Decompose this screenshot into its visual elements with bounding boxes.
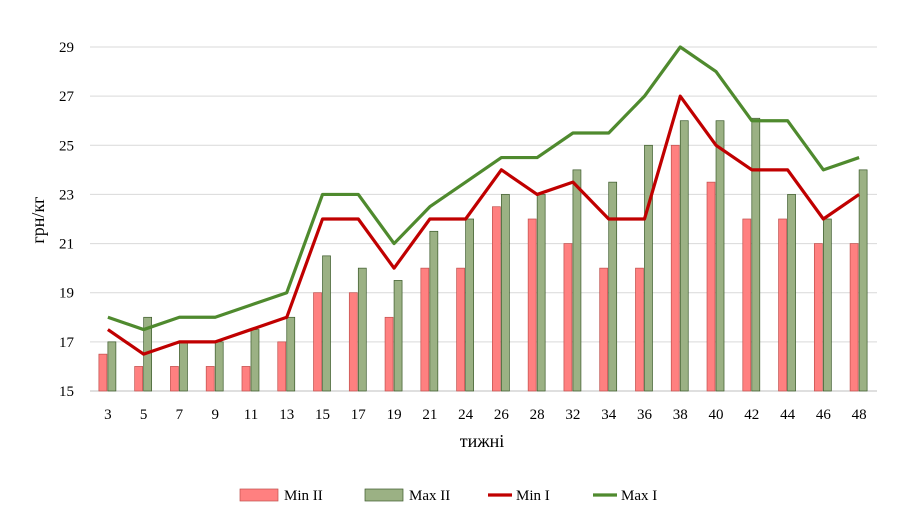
bar-max-ii-3 [107, 341, 117, 392]
bar-min-ii-34 [599, 267, 609, 392]
bar-min-ii-17 [348, 292, 358, 392]
x-tick-label: 13 [279, 407, 294, 423]
bar-min-ii-15 [313, 292, 322, 392]
bars [98, 117, 868, 392]
bar-max-ii-26 [501, 194, 510, 392]
bar-max-ii-28 [536, 194, 546, 392]
y-tick-label: 25 [59, 138, 74, 154]
line-min-i [106, 94, 861, 356]
bar-max-ii-7 [179, 341, 188, 392]
x-tick-label: 40 [709, 407, 724, 423]
bar-max-ii-21 [429, 230, 439, 392]
x-axis-title: тижні [460, 431, 505, 451]
x-tick-label: 42 [744, 407, 759, 423]
y-tick-label: 19 [59, 286, 74, 302]
bar-max-ii-40 [715, 120, 725, 392]
bar-min-ii-13 [277, 341, 287, 392]
x-tick-label: 17 [351, 407, 367, 423]
bar-min-ii-46 [813, 243, 823, 392]
x-tick-label: 19 [387, 407, 402, 423]
x-tick-label: 28 [530, 407, 545, 423]
bar-min-ii-9 [205, 366, 215, 392]
x-tick-label: 5 [140, 407, 148, 423]
bar-max-ii-24 [465, 218, 474, 392]
bar-max-ii-42 [751, 117, 761, 392]
x-tick-label: 26 [494, 407, 510, 423]
x-tick-label: 32 [565, 407, 580, 423]
x-tick-label: 48 [852, 407, 867, 423]
bar-min-ii-5 [134, 366, 144, 392]
y-tick-label: 17 [59, 335, 75, 351]
legend: Min II Max II Min I Max I [239, 488, 657, 504]
bar-max-ii-15 [322, 255, 331, 392]
bar-max-ii-13 [286, 316, 296, 392]
bar-min-ii-21 [420, 267, 430, 392]
bar-max-ii-17 [357, 267, 367, 392]
bar-max-ii-48 [858, 169, 868, 392]
legend-label: Max II [409, 488, 450, 504]
bar-min-ii-7 [170, 366, 179, 392]
bar-min-ii-32 [563, 243, 573, 392]
x-tick-labels: 3 5 7 9 11 13 15 17 19 21 24 26 28 32 34 36 38 40 42 44 46 48 [104, 407, 866, 423]
x-tick-label: 15 [315, 407, 330, 423]
y-tick-label: 15 [59, 384, 74, 400]
bar-max-ii-38 [679, 120, 689, 392]
legend-label: Max I [621, 488, 657, 504]
x-tick-label: 46 [816, 407, 832, 423]
y-tick-label: 21 [59, 237, 74, 253]
bar-max-ii-46 [822, 218, 832, 392]
y-tick-label: 29 [59, 40, 74, 56]
y-tick-labels: 15 17 19 21 23 25 27 29 [59, 40, 75, 400]
legend-swatch [239, 488, 279, 502]
bar-max-ii-11 [250, 329, 260, 392]
bar-min-ii-28 [527, 218, 537, 392]
legend-label: Min I [516, 488, 550, 504]
bar-min-ii-40 [706, 181, 716, 392]
bar-min-ii-42 [742, 218, 752, 392]
bar-min-ii-3 [98, 353, 108, 392]
x-tick-label: 11 [244, 407, 258, 423]
bar-min-ii-11 [241, 366, 251, 392]
lines [106, 45, 861, 356]
x-tick-label: 38 [673, 407, 688, 423]
bar-min-ii-26 [492, 206, 501, 392]
y-tick-label: 27 [59, 89, 75, 105]
x-tick-label: 24 [458, 407, 474, 423]
bar-max-ii-9 [214, 341, 224, 392]
x-tick-label: 36 [637, 407, 653, 423]
bar-max-ii-32 [572, 169, 582, 392]
bar-max-ii-34 [608, 181, 618, 392]
x-tick-label: 9 [211, 407, 219, 423]
bar-min-ii-44 [778, 218, 787, 392]
bar-min-ii-36 [635, 267, 644, 392]
bar-max-ii-36 [644, 144, 653, 392]
x-tick-label: 44 [780, 407, 796, 423]
bar-min-ii-48 [849, 243, 859, 392]
x-tick-label: 34 [601, 407, 617, 423]
y-tick-label: 23 [59, 187, 74, 203]
x-tick-label: 21 [422, 407, 437, 423]
bar-min-ii-38 [670, 144, 680, 392]
x-tick-label: 3 [104, 407, 112, 423]
legend-label: Min II [284, 488, 323, 504]
y-axis-title: грн/кг [28, 196, 48, 243]
bar-min-ii-19 [384, 316, 394, 392]
line-max-i [107, 45, 860, 332]
legend-swatch [364, 488, 404, 502]
bar-max-ii-19 [393, 280, 403, 392]
bar-min-ii-24 [456, 267, 465, 392]
x-tick-label: 7 [176, 407, 184, 423]
bar-max-ii-44 [787, 194, 796, 392]
